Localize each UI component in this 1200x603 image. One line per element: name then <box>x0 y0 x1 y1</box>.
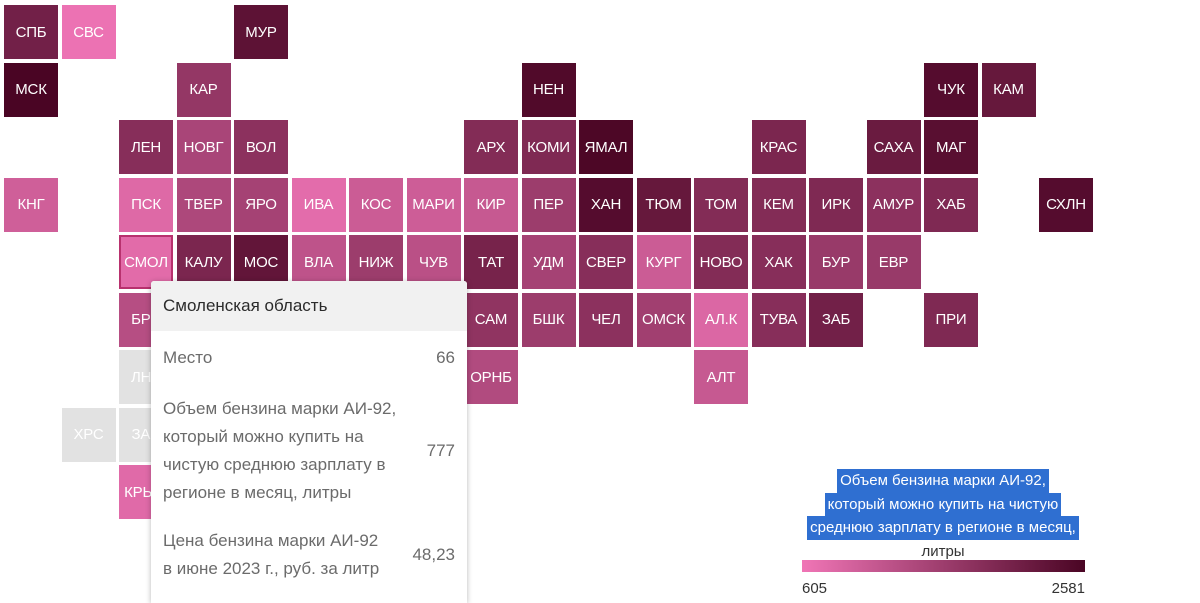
region-tile-15[interactable]: КРАС <box>751 120 806 174</box>
region-tile-37[interactable]: МОС <box>234 235 288 289</box>
region-tile-29[interactable]: ТОМ <box>694 177 748 232</box>
region-tile-10[interactable]: НОВГ <box>176 120 231 174</box>
region-tile-27[interactable]: ХАН <box>579 177 633 232</box>
region-tile-13[interactable]: КОМИ <box>521 120 576 174</box>
region-tile-39[interactable]: НИЖ <box>349 235 403 289</box>
region-tile-22[interactable]: ИВА <box>291 177 346 232</box>
tooltip-row-label: Место <box>163 344 212 372</box>
region-tile-11[interactable]: ВОЛ <box>234 120 288 174</box>
tooltip-label-line: Объем бензина марки АИ-92, <box>163 399 397 418</box>
region-tile-45[interactable]: НОВО <box>694 235 748 289</box>
region-tile-36[interactable]: КАЛУ <box>176 235 231 289</box>
region-tile-32[interactable]: АМУР <box>866 177 921 232</box>
region-tile-30[interactable]: КЕМ <box>751 177 806 232</box>
tooltip-label-line: который можно купить на <box>163 427 364 446</box>
region-tile-54[interactable]: АЛ.К <box>694 292 748 347</box>
region-tile-51[interactable]: БШК <box>521 292 576 347</box>
tooltip-label-line: регионе в месяц, литры <box>163 483 352 502</box>
region-tile-2[interactable]: СВС <box>61 5 116 59</box>
region-tile-34[interactable]: СХЛН <box>1039 177 1093 232</box>
region-tile-53[interactable]: ОМСК <box>636 292 691 347</box>
region-tile-38[interactable]: ВЛА <box>291 235 346 289</box>
region-tile-40[interactable]: ЧУВ <box>406 235 461 289</box>
region-tile-9[interactable]: ЛЕН <box>119 120 173 174</box>
region-tile-16[interactable]: САХА <box>866 120 921 174</box>
region-tile-60[interactable]: АЛТ <box>694 350 748 404</box>
region-tile-57[interactable]: ПРИ <box>924 292 978 347</box>
region-tile-26[interactable]: ПЕР <box>521 177 576 232</box>
region-tile-46[interactable]: ХАК <box>751 235 806 289</box>
tooltip-row-label: Объем бензина марки АИ-92, который можно … <box>163 395 396 507</box>
region-tile-21[interactable]: ЯРО <box>234 177 288 232</box>
region-tile-59[interactable]: ОРНБ <box>464 350 518 404</box>
region-tile-12[interactable]: АРХ <box>464 120 518 174</box>
region-tile-31[interactable]: ИРК <box>809 177 863 232</box>
tooltip-row-3: Цена бензина марки АИ-92 в июне 2023 г., … <box>163 527 455 583</box>
tooltip-row-value: 66 <box>436 348 455 367</box>
tooltip-row-value: 48,23 <box>412 545 455 564</box>
tooltip-row-value: 777 <box>426 441 455 460</box>
region-tile-61[interactable]: ХРС <box>61 407 116 462</box>
region-tile-50[interactable]: САМ <box>464 292 518 347</box>
legend-max-label: 2581 <box>1051 580 1085 597</box>
legend-title: Объем бензина марки АИ-92, который можно … <box>790 469 1096 563</box>
region-tile-17[interactable]: МАГ <box>924 120 978 174</box>
region-tile-47[interactable]: БУР <box>809 235 863 289</box>
tooltip-row-2: Объем бензина марки АИ-92, который можно … <box>163 395 455 507</box>
region-tile-20[interactable]: ТВЕР <box>176 177 231 232</box>
tooltip-row-label: Цена бензина марки АИ-92 в июне 2023 г., … <box>163 527 379 583</box>
region-tile-25[interactable]: КИР <box>464 177 518 232</box>
tooltip-label-line: чистую среднюю зарплату в <box>163 455 386 474</box>
tooltip-title: Смоленская область <box>151 281 467 331</box>
region-tooltip: Смоленская область Место 66 Объем бензина … <box>151 281 467 603</box>
region-tile-56[interactable]: ЗАБ <box>809 292 863 347</box>
tooltip-row-1: Место 66 <box>163 344 455 372</box>
tooltip-label-line: Цена бензина марки АИ-92 <box>163 531 379 550</box>
legend-title-line: литры <box>921 542 965 560</box>
region-tile-7[interactable]: ЧУК <box>924 62 978 117</box>
region-tile-42[interactable]: УДМ <box>521 235 576 289</box>
legend-min-label: 605 <box>802 580 828 597</box>
legend-title-line: Объем бензина марки АИ-92, <box>837 469 1049 493</box>
region-tile-18[interactable]: КНГ <box>4 177 58 232</box>
region-tile-14[interactable]: ЯМАЛ <box>579 120 633 174</box>
region-tile-55[interactable]: ТУВА <box>751 292 806 347</box>
region-tile-5[interactable]: КАР <box>176 62 231 117</box>
region-tile-43[interactable]: СВЕР <box>579 235 633 289</box>
region-tile-41[interactable]: ТАТ <box>464 235 518 289</box>
region-tile-28[interactable]: ТЮМ <box>636 177 691 232</box>
tooltip-label-line: Место <box>163 348 213 367</box>
legend-title-line: среднюю зарплату в регионе в месяц, <box>807 516 1079 540</box>
region-tile-44[interactable]: КУРГ <box>636 235 691 289</box>
region-tile-33[interactable]: ХАБ <box>924 177 978 232</box>
region-tile-35[interactable]: СМОЛ <box>119 235 173 289</box>
region-tile-1[interactable]: СПБ <box>4 5 58 59</box>
region-tile-24[interactable]: МАРИ <box>406 177 461 232</box>
legend-gradient-bar <box>802 560 1085 572</box>
region-tile-6[interactable]: НЕН <box>521 62 576 117</box>
region-tile-4[interactable]: МСК <box>4 62 58 117</box>
region-tile-3[interactable]: МУР <box>234 5 288 59</box>
region-tile-8[interactable]: КАМ <box>981 62 1036 117</box>
region-tile-48[interactable]: ЕВР <box>866 235 921 289</box>
tooltip-label-line: в июне 2023 г., руб. за литр <box>163 559 380 578</box>
legend-title-line: который можно купить на чистую <box>824 492 1062 516</box>
region-tile-52[interactable]: ЧЕЛ <box>579 292 633 347</box>
color-legend: Объем бензина марки АИ-92, который можно … <box>790 469 1096 603</box>
region-tile-23[interactable]: КОС <box>349 177 403 232</box>
region-tile-19[interactable]: ПСК <box>119 177 173 232</box>
